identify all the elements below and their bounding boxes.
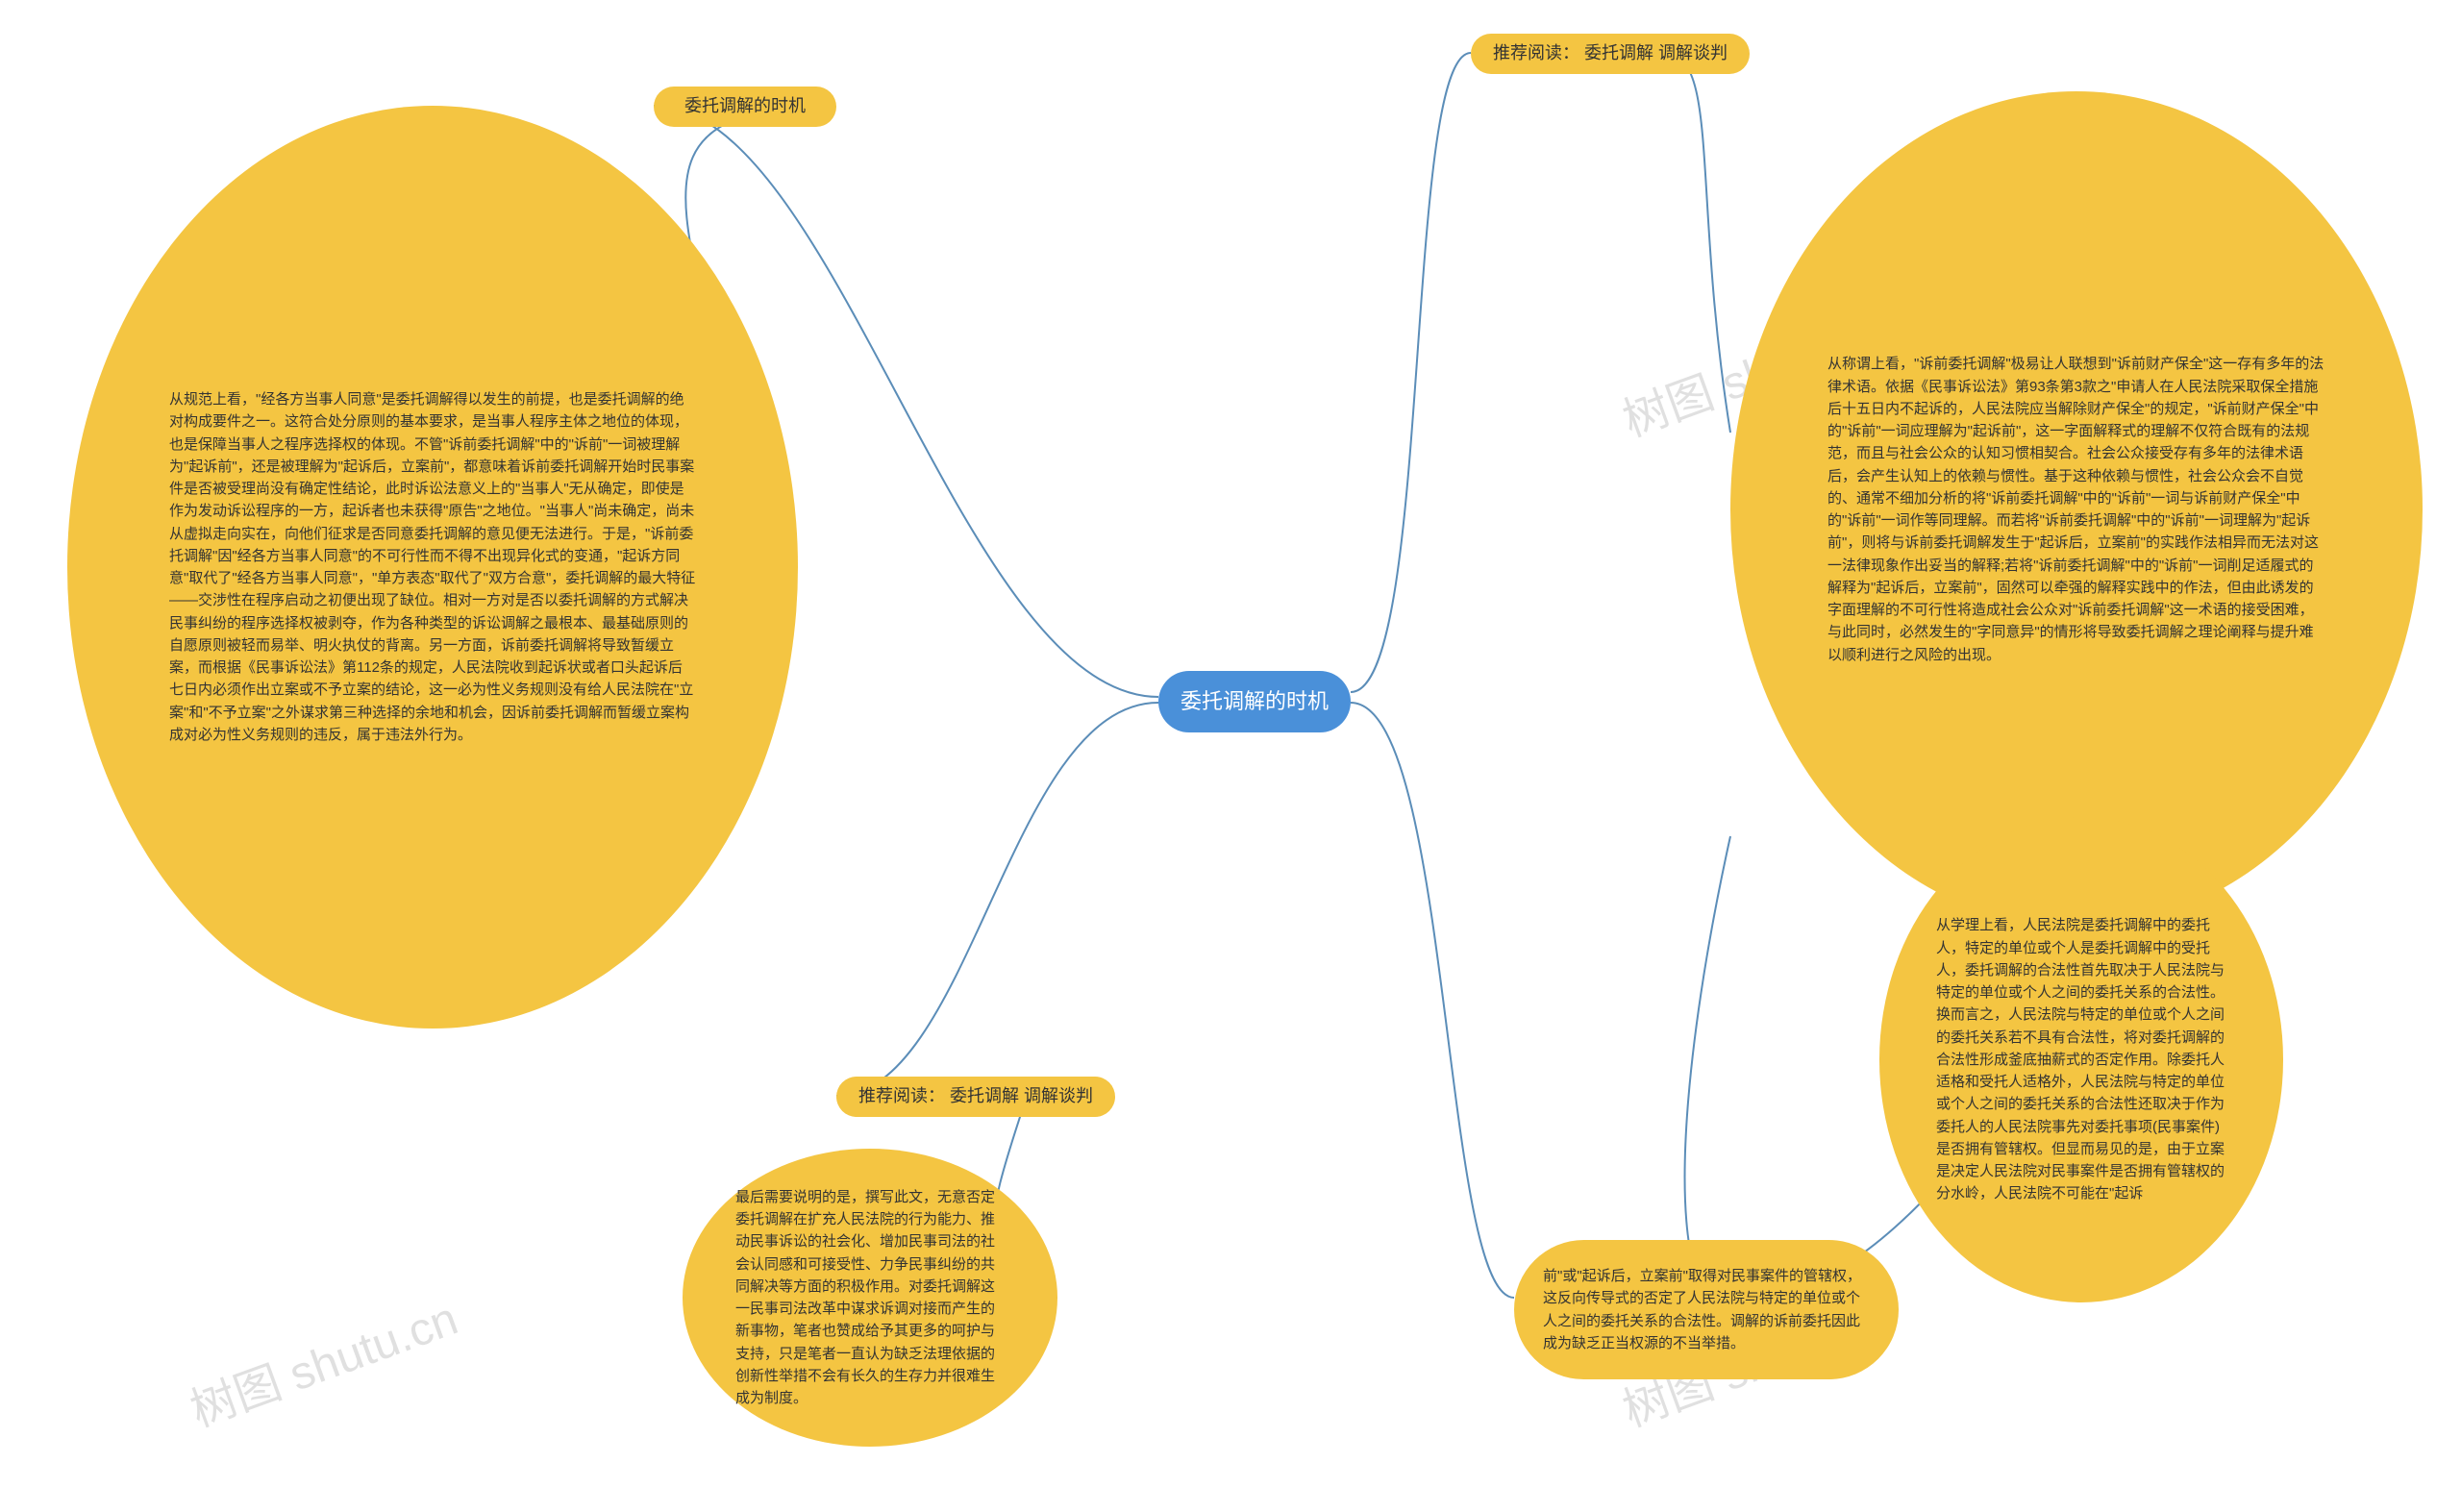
right-big: 从称谓上看，"诉前委托调解"极易让人联想到"诉前财产保全"这一存有多年的法律术语… <box>1730 91 2423 928</box>
left-branch-label: 委托调解的时机 <box>654 87 836 127</box>
left-big: 从规范上看，"经各方当事人同意"是委托调解得以发生的前提，也是委托调解的绝对构成… <box>67 106 798 1029</box>
right-big-text: 从称谓上看，"诉前委托调解"极易让人联想到"诉前财产保全"这一存有多年的法律术语… <box>1827 353 2325 666</box>
right-sub-label-label: 前"或"起诉后，立案前"取得对民事案件的管辖权，这反向传导式的否定了人民法院与特… <box>1543 1265 1870 1354</box>
right-branch-label-label: 推荐阅读： 委托调解 调解谈判 <box>1493 40 1728 67</box>
right-branch-label: 推荐阅读： 委托调解 调解谈判 <box>1471 34 1750 74</box>
left-sub-label-label: 推荐阅读： 委托调解 调解谈判 <box>858 1083 1093 1110</box>
left-bottom: 最后需要说明的是，撰写此文，无意否定委托调解在扩充人民法院的行为能力、推动民事诉… <box>683 1149 1057 1447</box>
center-node: 委托调解的时机 <box>1158 671 1351 732</box>
right-bottom: 从学理上看，人民法院是委托调解中的委托人，特定的单位或个人是委托调解中的受托人，… <box>1879 817 2283 1302</box>
left-branch-label-label: 委托调解的时机 <box>684 93 806 120</box>
right-bottom-text: 从学理上看，人民法院是委托调解中的委托人，特定的单位或个人是委托调解中的受托人，… <box>1936 914 2226 1204</box>
center-label: 委托调解的时机 <box>1181 685 1329 718</box>
watermark: 树图 shutu.cn <box>180 1280 465 1439</box>
left-big-text: 从规范上看，"经各方当事人同意"是委托调解得以发生的前提，也是委托调解的绝对构成… <box>169 388 696 746</box>
left-bottom-text: 最后需要说明的是，撰写此文，无意否定委托调解在扩充人民法院的行为能力、推动民事诉… <box>735 1186 1005 1410</box>
right-sub-label: 前"或"起诉后，立案前"取得对民事案件的管辖权，这反向传导式的否定了人民法院与特… <box>1514 1240 1899 1379</box>
left-sub-label: 推荐阅读： 委托调解 调解谈判 <box>836 1077 1115 1117</box>
